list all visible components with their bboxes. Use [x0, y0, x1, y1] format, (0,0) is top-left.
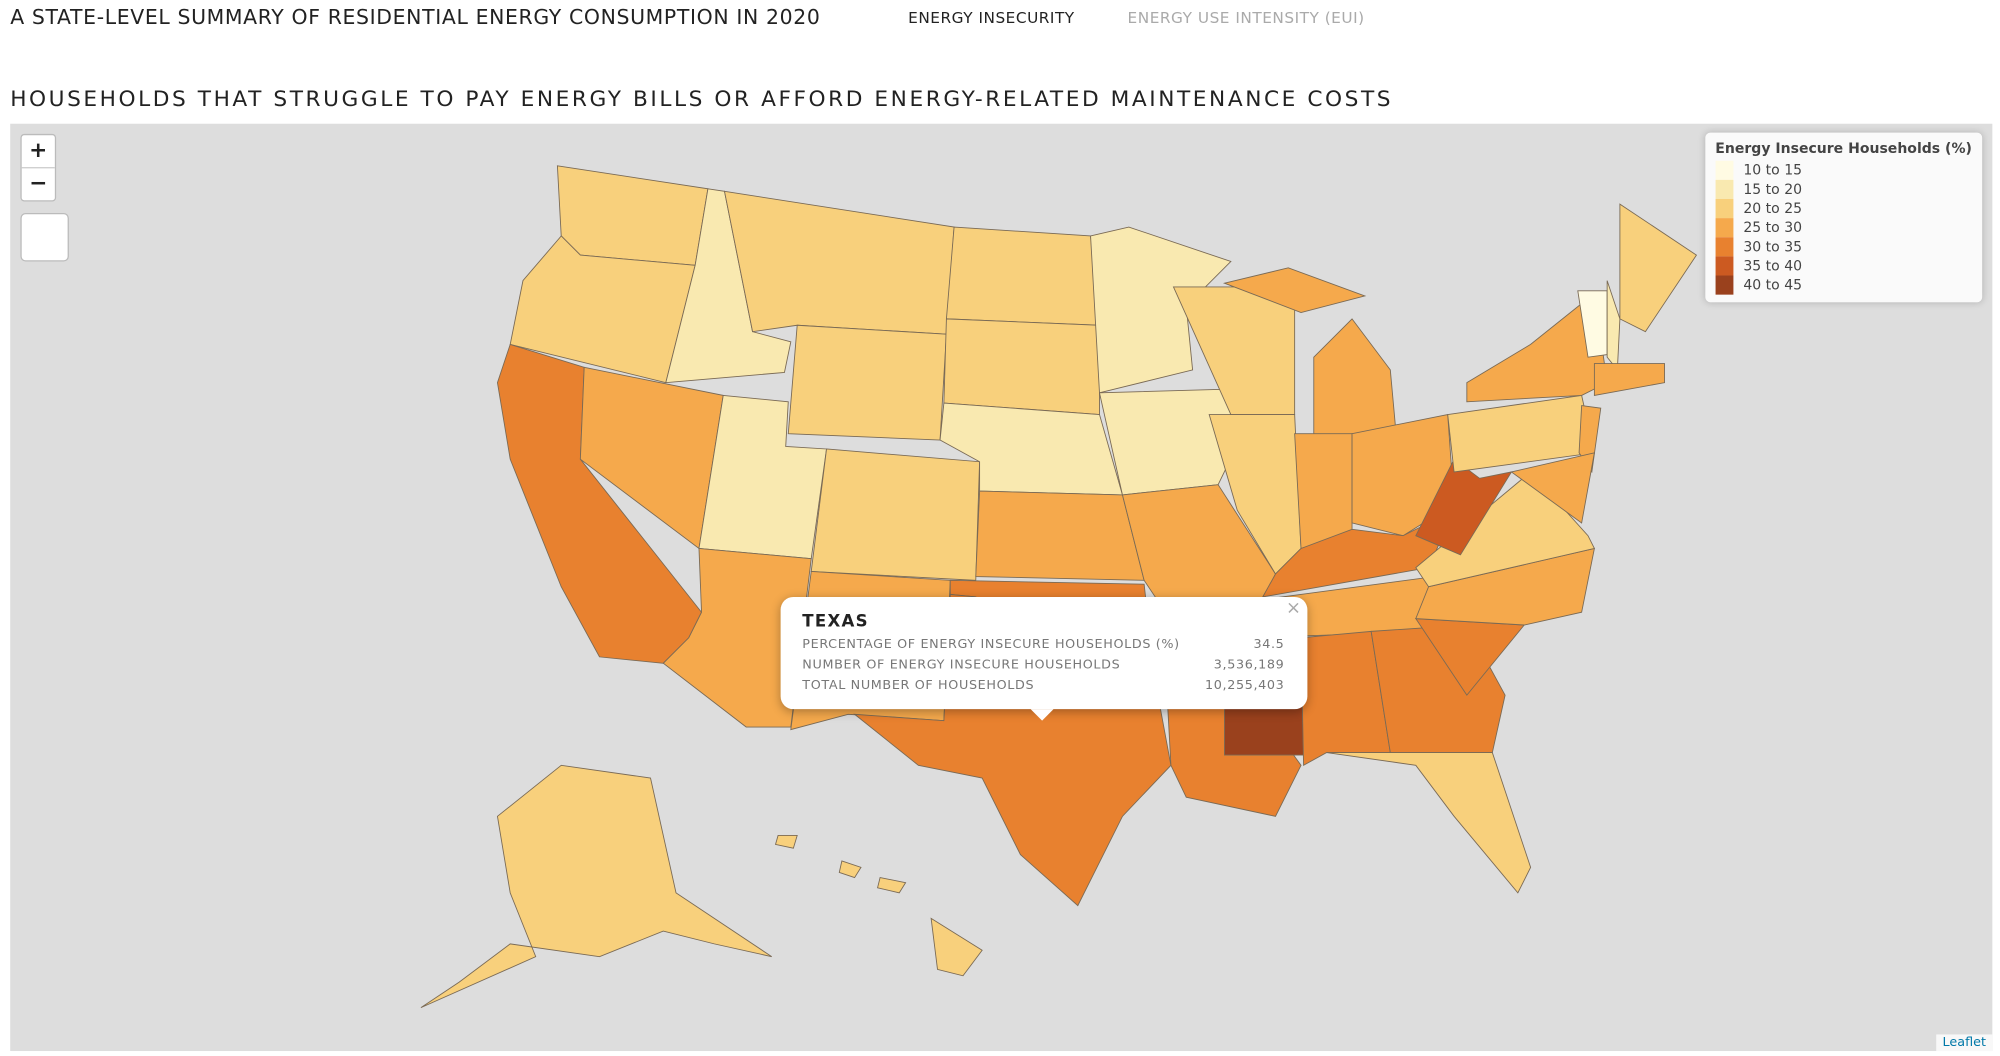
map-subtitle: HOUSEHOLDS THAT STRUGGLE TO PAY ENERGY B… — [10, 86, 1394, 113]
page-title: A STATE-LEVEL SUMMARY OF RESIDENTIAL ENE… — [10, 5, 821, 30]
state[interactable] — [774, 835, 798, 849]
legend-label: 15 to 20 — [1743, 181, 1803, 198]
legend-swatch — [1715, 179, 1734, 199]
popup-value: 3,536,189 — [1213, 658, 1285, 673]
popup-label: PERCENTAGE OF ENERGY INSECURE HOUSEHOLDS… — [802, 637, 1180, 652]
legend: Energy Insecure Households (%) 10 to 15 1… — [1705, 132, 1983, 303]
state[interactable] — [1313, 318, 1398, 441]
tab[interactable]: ENERGY INSECURITY — [908, 8, 1075, 27]
legend-label: 35 to 40 — [1743, 257, 1803, 275]
zoom-out[interactable]: − — [21, 167, 55, 200]
popup-label: TOTAL NUMBER OF HOUSEHOLDS — [802, 678, 1035, 693]
zoom-in[interactable]: + — [29, 137, 48, 164]
popup-value: 10,255,403 — [1205, 678, 1285, 693]
legend-swatch — [1715, 237, 1734, 257]
popup-close[interactable]: × — [1286, 598, 1302, 619]
layers-icon — [11, 124, 57, 137]
legend-title: Energy Insecure Households (%) — [1715, 140, 1972, 157]
legend-item: 25 to 30 — [1715, 218, 1972, 238]
popup-title: TEXAS — [802, 612, 869, 632]
legend-item: 20 to 25 — [1715, 198, 1972, 219]
state[interactable] — [1510, 452, 1595, 524]
state[interactable] — [1606, 280, 1621, 372]
legend-item: 10 to 15 — [1715, 160, 1972, 180]
state[interactable] — [662, 547, 812, 728]
legend-label: 40 to 45 — [1743, 276, 1803, 294]
legend-swatch — [1715, 256, 1734, 276]
state[interactable] — [877, 877, 907, 894]
popup-row: PERCENTAGE OF ENERGY INSECURE HOUSEHOLDS… — [802, 635, 1284, 655]
state[interactable] — [945, 226, 1100, 326]
state[interactable] — [810, 448, 981, 581]
legend-label: 30 to 35 — [1743, 238, 1803, 256]
state[interactable] — [943, 318, 1100, 416]
state[interactable] — [1415, 458, 1513, 556]
legend-item: 35 to 40 — [1715, 256, 1972, 276]
popup-value: 34.5 — [1253, 637, 1285, 652]
state-layer — [420, 165, 1698, 1009]
legend-label: 25 to 30 — [1743, 219, 1803, 236]
legend-swatch — [1715, 198, 1734, 219]
legend-item: 15 to 20 — [1715, 179, 1972, 199]
layers-button[interactable] — [20, 213, 69, 262]
state[interactable] — [787, 324, 947, 441]
tab[interactable]: ENERGY USE INTENSITY (EUI) — [1127, 8, 1365, 27]
attribution[interactable]: Leaflet — [1936, 1034, 1993, 1052]
map[interactable]: + − Energy Insecure Households (%) 10 to… — [10, 123, 1993, 1052]
state[interactable] — [420, 764, 772, 1009]
state[interactable] — [1326, 752, 1532, 894]
popup-row: TOTAL NUMBER OF HOUSEHOLDS 10,255,403 — [802, 676, 1284, 696]
legend-label: 20 to 25 — [1743, 200, 1803, 217]
state[interactable] — [930, 917, 983, 977]
popup-row: NUMBER OF ENERGY INSECURE HOUSEHOLDS 3,53… — [802, 656, 1284, 676]
state[interactable] — [838, 860, 862, 879]
zoom-controls: + − — [20, 133, 57, 202]
popup: × TEXAS PERCENTAGE OF ENERGY INSECURE HO… — [780, 596, 1308, 721]
state[interactable] — [1619, 203, 1698, 333]
state[interactable] — [1593, 363, 1665, 396]
legend-item: 40 to 45 — [1715, 275, 1972, 295]
legend-swatch — [1715, 275, 1734, 295]
state[interactable] — [975, 490, 1145, 581]
legend-label: 10 to 15 — [1743, 161, 1803, 179]
legend-swatch — [1715, 160, 1734, 180]
state[interactable] — [1294, 433, 1353, 550]
state[interactable] — [723, 190, 955, 335]
legend-item: 30 to 35 — [1715, 237, 1972, 257]
state[interactable] — [1222, 267, 1367, 313]
state[interactable] — [556, 165, 709, 266]
popup-label: NUMBER OF ENERGY INSECURE HOUSEHOLDS — [802, 658, 1121, 673]
legend-swatch — [1715, 218, 1734, 238]
